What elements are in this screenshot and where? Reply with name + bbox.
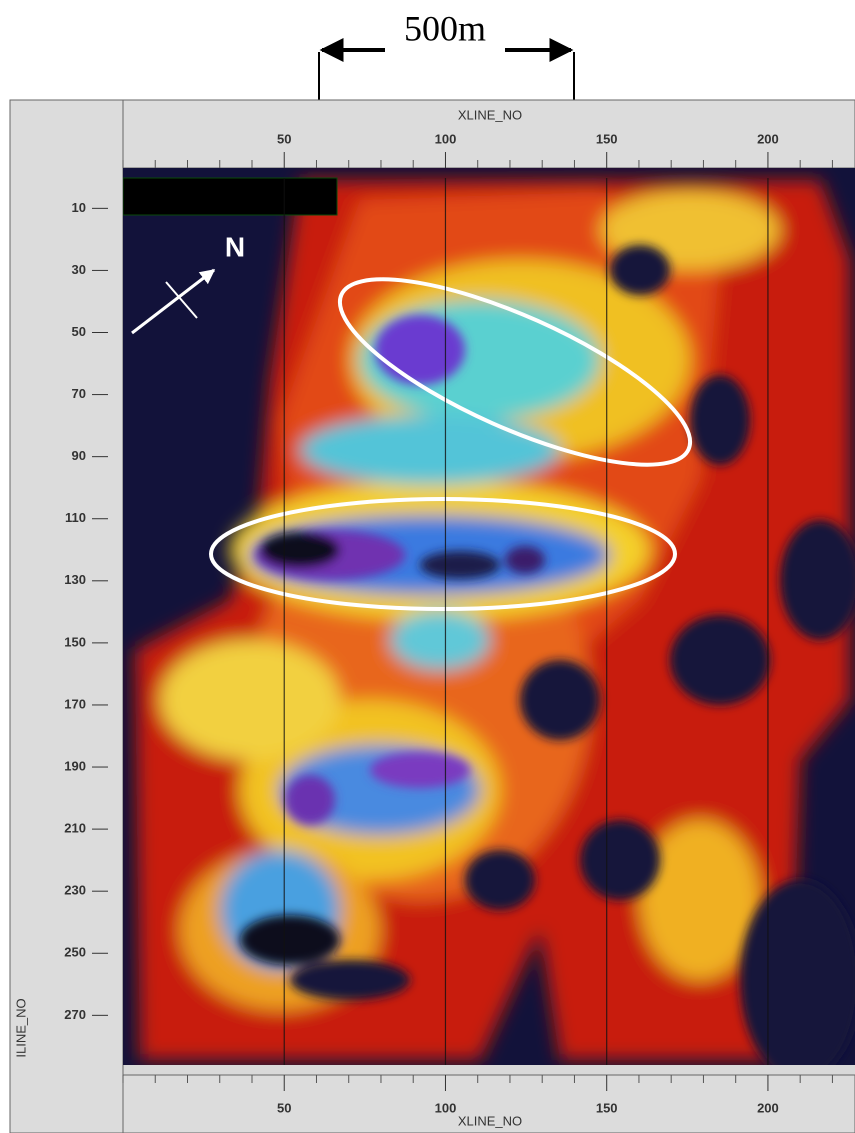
left-axis-band	[9, 99, 124, 1133]
highlight-ellipse	[337, 277, 693, 467]
x-tick-label: 200	[757, 131, 779, 146]
scale-bar-label: 500m	[404, 8, 486, 48]
y-tick-label: 170	[64, 696, 86, 711]
x-axis-title-top: XLINE_NO	[458, 107, 522, 122]
label-box	[123, 177, 338, 216]
y-tick-label: 190	[64, 758, 86, 773]
north-arrow-shaft	[131, 268, 216, 335]
y-tick-label: 110	[65, 510, 86, 525]
y-tick-label: 90	[72, 448, 86, 463]
plot-overlay	[283, 178, 769, 1065]
y-tick-label: 230	[64, 883, 86, 898]
y-tick-label: 50	[72, 324, 86, 339]
y-axis-title: ILINE_NO	[13, 998, 28, 1057]
north-arrow-cross	[165, 281, 198, 319]
x-tick-label: 50	[277, 1100, 291, 1115]
bottom-axis-band	[122, 1074, 855, 1133]
x-tick-label: 50	[277, 131, 291, 146]
scale-bar: 500m	[318, 8, 575, 100]
x-tick-label: 100	[435, 131, 457, 146]
x-tick-label: 200	[757, 1100, 779, 1115]
map-highs	[240, 245, 855, 1065]
x-tick-label: 150	[596, 1100, 618, 1115]
y-tick-label: 10	[72, 200, 86, 215]
y-tick-label: 270	[64, 1007, 86, 1022]
y-tick-label: 210	[64, 821, 86, 836]
attribute-map	[123, 168, 855, 1065]
y-tick-label: 70	[72, 386, 86, 401]
y-tick-label: 30	[72, 262, 86, 277]
y-tick-label: 250	[64, 945, 86, 960]
x-axis-title-bottom: XLINE_NO	[458, 1113, 522, 1128]
x-tick-label: 150	[596, 131, 618, 146]
highlight-ellipse	[209, 497, 677, 611]
north-label: N	[225, 231, 245, 262]
north-arrow: N	[131, 231, 245, 335]
x-tick-label: 100	[435, 1100, 457, 1115]
y-tick-label: 130	[64, 572, 86, 587]
y-tick-label: 150	[64, 634, 86, 649]
